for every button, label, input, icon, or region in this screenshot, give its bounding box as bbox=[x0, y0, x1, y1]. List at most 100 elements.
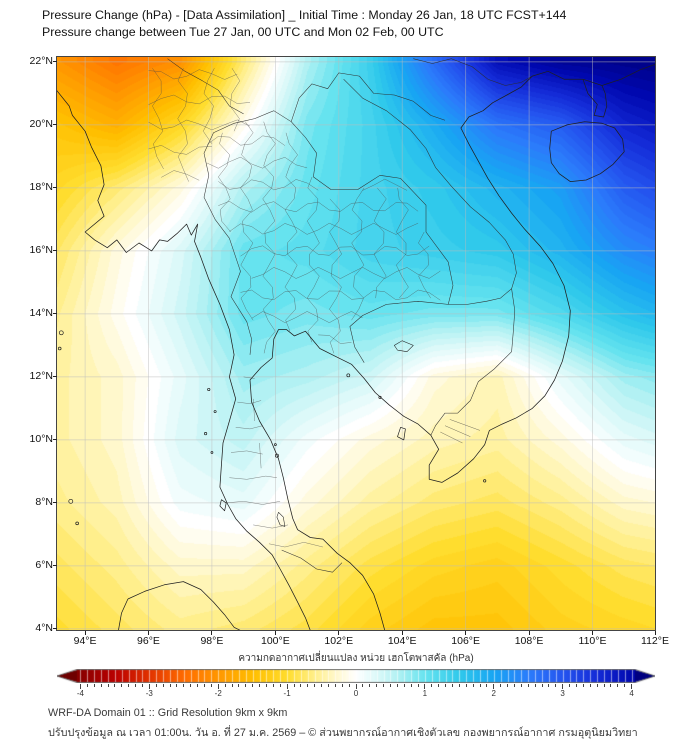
map-line bbox=[343, 79, 517, 289]
map-line bbox=[161, 170, 200, 181]
colorbar-tick-label: -3 bbox=[145, 689, 153, 698]
colorbar-tick-mark bbox=[279, 684, 281, 687]
colorbar-tick-mark bbox=[569, 684, 571, 687]
colorbar-tick-mark bbox=[603, 684, 605, 687]
x-tick-label: 94°E bbox=[73, 635, 97, 647]
map-line bbox=[262, 121, 276, 354]
island-outline bbox=[207, 387, 211, 392]
colorbar-tick-mark bbox=[107, 684, 109, 687]
colorbar-tick-mark bbox=[217, 684, 219, 689]
map-line bbox=[290, 121, 454, 305]
x-tick-mark bbox=[211, 631, 213, 635]
colorbar-tick-mark bbox=[286, 684, 288, 689]
colorbar-tick-mark bbox=[438, 684, 440, 687]
map-line bbox=[268, 542, 323, 548]
y-tick-mark bbox=[53, 565, 57, 567]
map-line bbox=[240, 245, 430, 257]
map-subtitle: Pressure change between Tue 27 Jan, 00 U… bbox=[42, 25, 444, 39]
map-line bbox=[240, 289, 441, 301]
colorbar-tick-mark bbox=[197, 684, 199, 687]
colorbar-tick-mark bbox=[135, 684, 137, 687]
colorbar-tick-mark bbox=[148, 684, 150, 689]
colorbar-tick-mark bbox=[555, 684, 557, 687]
colorbar-tick-mark bbox=[114, 684, 116, 687]
x-tick-label: 104°E bbox=[387, 635, 417, 647]
colorbar-tick-mark bbox=[190, 684, 192, 687]
colorbar-tick-label: 0 bbox=[353, 689, 359, 698]
colorbar-tick-mark bbox=[596, 684, 598, 687]
colorbar-tick-mark bbox=[562, 684, 564, 689]
colorbar-tick-mark bbox=[341, 684, 343, 687]
map-line bbox=[229, 223, 419, 235]
colorbar-tick-mark bbox=[548, 684, 550, 687]
map-line bbox=[430, 288, 516, 436]
y-tick-label: 12°N bbox=[29, 370, 53, 383]
colorbar-tick-mark bbox=[210, 684, 212, 687]
map-line bbox=[281, 549, 343, 573]
colorbar-tick-label: 2 bbox=[491, 689, 496, 698]
y-tick-mark bbox=[53, 502, 57, 504]
colorbar-tick-mark bbox=[93, 684, 95, 687]
x-tick-mark bbox=[338, 631, 340, 635]
colorbar-tick-mark bbox=[513, 684, 515, 687]
map-line bbox=[167, 58, 244, 115]
map-line bbox=[373, 187, 387, 299]
x-tick-label: 112°E bbox=[641, 635, 669, 647]
colorbar-tick-mark bbox=[293, 684, 295, 687]
map-line bbox=[240, 121, 254, 321]
map-line bbox=[349, 301, 449, 363]
colorbar-tick-mark bbox=[79, 684, 81, 689]
map-line bbox=[448, 288, 512, 305]
colorbar-tick-mark bbox=[631, 684, 633, 689]
coastline-overlay bbox=[57, 57, 655, 630]
colorbar-tick-label: -1 bbox=[283, 689, 291, 698]
map-title: Pressure Change (hPa) - [Data Assimilati… bbox=[42, 8, 567, 22]
colorbar-tick-label: -2 bbox=[214, 689, 222, 698]
map-line bbox=[118, 598, 129, 630]
y-tick-mark bbox=[53, 628, 57, 630]
colorbar-tick-mark bbox=[231, 684, 233, 687]
map-line bbox=[218, 179, 319, 191]
colorbar-tick-mark bbox=[500, 684, 502, 687]
map-line bbox=[219, 499, 227, 512]
map-line bbox=[307, 176, 320, 343]
island-outline bbox=[483, 479, 487, 483]
map-line bbox=[237, 400, 262, 404]
map-line bbox=[396, 187, 409, 299]
colorbar-tick-mark bbox=[389, 684, 391, 687]
map-line bbox=[362, 178, 408, 191]
map-line bbox=[243, 376, 255, 379]
x-tick-label: 100°E bbox=[260, 635, 290, 647]
map-line bbox=[57, 90, 311, 630]
colorbar-tick-mark bbox=[403, 684, 405, 687]
island-outline bbox=[213, 410, 217, 413]
island-outline bbox=[346, 373, 351, 378]
y-tick-label: 16°N bbox=[29, 244, 53, 257]
x-tick-mark bbox=[465, 631, 467, 635]
colorbar-tick-mark bbox=[176, 684, 178, 687]
colorbar-tick-label: 3 bbox=[560, 689, 565, 698]
map-line bbox=[203, 110, 292, 198]
colorbar-tick-mark bbox=[458, 684, 460, 687]
colorbar-tick-mark bbox=[507, 684, 509, 687]
map-line bbox=[413, 58, 533, 86]
y-tick-label: 18°N bbox=[29, 181, 53, 194]
colorbar-tick-mark bbox=[451, 684, 453, 687]
colorbar-tick-mark bbox=[252, 684, 254, 687]
y-tick-mark bbox=[53, 439, 57, 441]
colorbar-tick-mark bbox=[245, 684, 247, 687]
colorbar-tick-mark bbox=[472, 684, 474, 687]
map-line bbox=[444, 425, 471, 437]
colorbar-tick-mark bbox=[86, 684, 88, 687]
y-tick-mark bbox=[53, 124, 57, 126]
y-tick-label: 10°N bbox=[29, 433, 53, 446]
y-tick-label: 8°N bbox=[35, 496, 53, 509]
colorbar-tick-mark bbox=[617, 684, 619, 687]
colorbar-tick-mark bbox=[376, 684, 378, 687]
colorbar-tick-mark bbox=[479, 684, 481, 687]
colorbar-tick-mark bbox=[121, 684, 123, 687]
colorbar-tick-mark bbox=[162, 684, 164, 687]
y-tick-mark bbox=[53, 313, 57, 315]
map-line bbox=[284, 132, 298, 332]
